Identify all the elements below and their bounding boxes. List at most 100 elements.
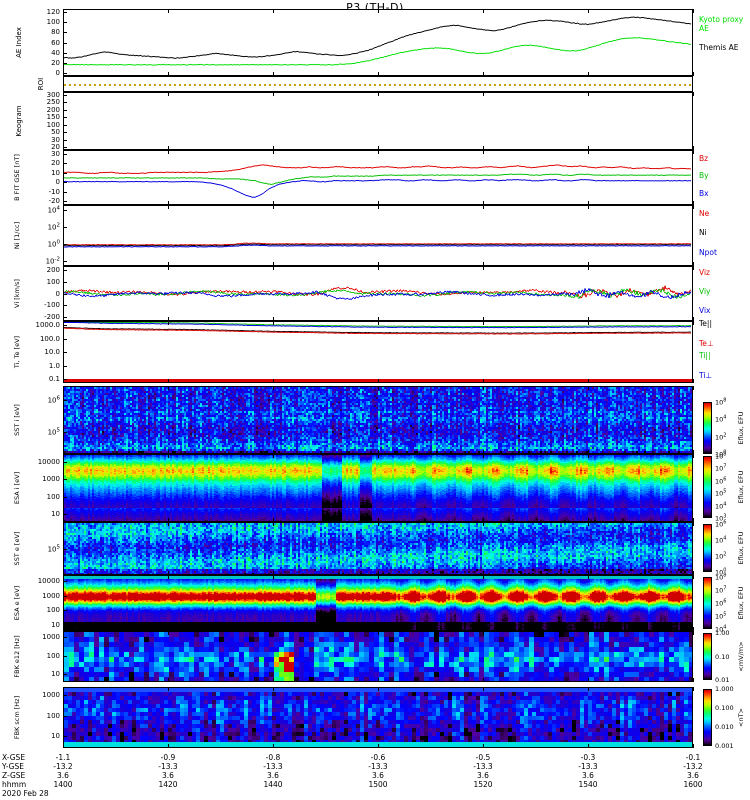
x-tick-mark bbox=[168, 518, 169, 522]
x-axis-date-label: 2020 Feb 28 bbox=[2, 789, 49, 798]
roi-dotted-line bbox=[64, 84, 692, 86]
colorbar-title: Eflux, EFU bbox=[737, 586, 745, 620]
y-tick-label: 200 bbox=[46, 105, 60, 114]
panel-roi bbox=[63, 76, 693, 92]
y-tick-mark bbox=[63, 147, 67, 148]
x-tick-mark bbox=[693, 201, 694, 205]
x-tick-mark bbox=[693, 92, 694, 96]
x-tick-mark bbox=[63, 317, 64, 321]
x-tick-mark bbox=[378, 454, 379, 458]
y-tick-label: 104 bbox=[47, 205, 60, 215]
x-tick-mark bbox=[168, 72, 169, 76]
sst-electron-spectrogram bbox=[64, 523, 692, 574]
y-tick-label: 1000 bbox=[42, 475, 60, 484]
x-axis-y-gse-value: -13.3 bbox=[473, 762, 493, 771]
colorbar-tick-label: 106 bbox=[715, 598, 727, 608]
y-tick-label: 150 bbox=[46, 113, 60, 122]
y-tick-mark bbox=[63, 514, 67, 515]
colorbar-esa-electron bbox=[703, 577, 712, 629]
x-tick-mark bbox=[63, 9, 64, 13]
y-tick-label: 102 bbox=[47, 222, 60, 232]
colorbar-tick-label: 104 bbox=[715, 501, 727, 511]
x-axis-z-gse-value: 3.6 bbox=[582, 771, 594, 780]
y-tick-mark bbox=[63, 117, 67, 119]
x-tick-mark bbox=[483, 379, 484, 383]
x-tick-mark bbox=[63, 205, 64, 209]
y-tick-label: 40 bbox=[51, 48, 60, 57]
x-tick-mark bbox=[693, 266, 694, 270]
x-axis-x-gse-value: -0.1 bbox=[685, 753, 701, 762]
x-tick-mark bbox=[378, 266, 379, 270]
x-tick-mark bbox=[483, 205, 484, 209]
colorbar-tick-label: 106 bbox=[715, 476, 727, 486]
colorbar-tick-label: 1.00 bbox=[715, 629, 730, 637]
x-tick-mark bbox=[168, 150, 169, 154]
x-tick-mark bbox=[483, 454, 484, 458]
legend-bx: Bx bbox=[699, 189, 709, 199]
y-tick-mark bbox=[63, 227, 67, 228]
x-tick-mark bbox=[273, 317, 274, 321]
x-tick-mark bbox=[168, 454, 169, 458]
x-tick-mark bbox=[273, 386, 274, 390]
y-tick-label: 106 bbox=[47, 395, 60, 405]
x-tick-mark bbox=[63, 522, 64, 526]
x-tick-mark bbox=[588, 627, 589, 631]
x-tick-mark bbox=[588, 571, 589, 575]
panel-esa-ion bbox=[63, 454, 693, 522]
y-tick-label: 100 bbox=[46, 18, 60, 27]
x-tick-mark bbox=[588, 687, 589, 691]
y-tick-mark bbox=[63, 325, 67, 326]
x-axis-z-gse-value: 3.6 bbox=[267, 771, 279, 780]
x-tick-mark bbox=[168, 386, 169, 390]
x-tick-mark bbox=[168, 627, 169, 631]
x-tick-mark bbox=[588, 379, 589, 383]
x-tick-mark bbox=[273, 627, 274, 631]
x-axis-block: X-GSE Y-GSE Z-GSE hhmm 2020 Feb 28 -1.1-… bbox=[0, 752, 750, 800]
colorbar-tick-label: 105 bbox=[715, 488, 727, 498]
panel-ti-te bbox=[63, 321, 693, 383]
x-tick-mark bbox=[378, 571, 379, 575]
vi-plot-canvas bbox=[64, 267, 692, 320]
x-tick-mark bbox=[483, 627, 484, 631]
x-axis-y-gse-value: -13.2 bbox=[683, 762, 703, 771]
y-tick-label: 1000 bbox=[42, 591, 60, 600]
x-tick-mark bbox=[588, 317, 589, 321]
x-tick-mark bbox=[63, 575, 64, 579]
y-tick-mark bbox=[63, 365, 67, 367]
x-tick-mark bbox=[588, 262, 589, 266]
x-tick-mark bbox=[63, 687, 64, 691]
y-tick-label: 100 bbox=[46, 120, 60, 129]
y-tick-label: 20 bbox=[51, 143, 60, 151]
panel-fbk-e12 bbox=[63, 631, 693, 682]
legend-themis-ae: Themis AE bbox=[699, 43, 739, 53]
legend-label-ne: Ne bbox=[699, 209, 710, 218]
y-tick-label: 300 bbox=[46, 91, 60, 99]
colorbar-tick-label: 108 bbox=[715, 572, 727, 582]
colorbar-tick-label: 0.010 bbox=[715, 723, 734, 731]
colorbar-tick-label: 108 bbox=[715, 397, 727, 407]
x-axis-z-gse-value: 3.6 bbox=[687, 771, 699, 780]
x-tick-mark bbox=[693, 522, 694, 526]
x-tick-mark bbox=[273, 9, 274, 13]
panel-vi bbox=[63, 266, 693, 321]
y-tick-mark bbox=[63, 432, 67, 433]
x-tick-mark bbox=[588, 454, 589, 458]
colorbar-tick-label: 0.001 bbox=[715, 742, 734, 750]
x-tick-mark bbox=[693, 450, 694, 454]
ti-te-plot-canvas bbox=[64, 322, 692, 382]
y-tick-label: 30 bbox=[51, 135, 60, 144]
y-tick-label: 10000 bbox=[37, 577, 60, 585]
y-tick-mark bbox=[63, 496, 67, 498]
x-axis-row-label-ygse: Y-GSE bbox=[2, 762, 24, 771]
legend-label-vix: Vix bbox=[699, 306, 711, 315]
fbk-scm-spectrogram bbox=[64, 688, 692, 747]
x-tick-mark bbox=[378, 201, 379, 205]
x-tick-mark bbox=[63, 631, 64, 635]
y-tick-label: 10 bbox=[51, 510, 60, 518]
y-tick-mark bbox=[63, 163, 67, 165]
x-tick-mark bbox=[693, 317, 694, 321]
esa-electron-spectrogram bbox=[64, 576, 692, 630]
y-tick-label: 100 bbox=[46, 277, 60, 286]
y-tick-mark bbox=[63, 12, 67, 13]
y-tick-label: 200 bbox=[46, 266, 60, 274]
